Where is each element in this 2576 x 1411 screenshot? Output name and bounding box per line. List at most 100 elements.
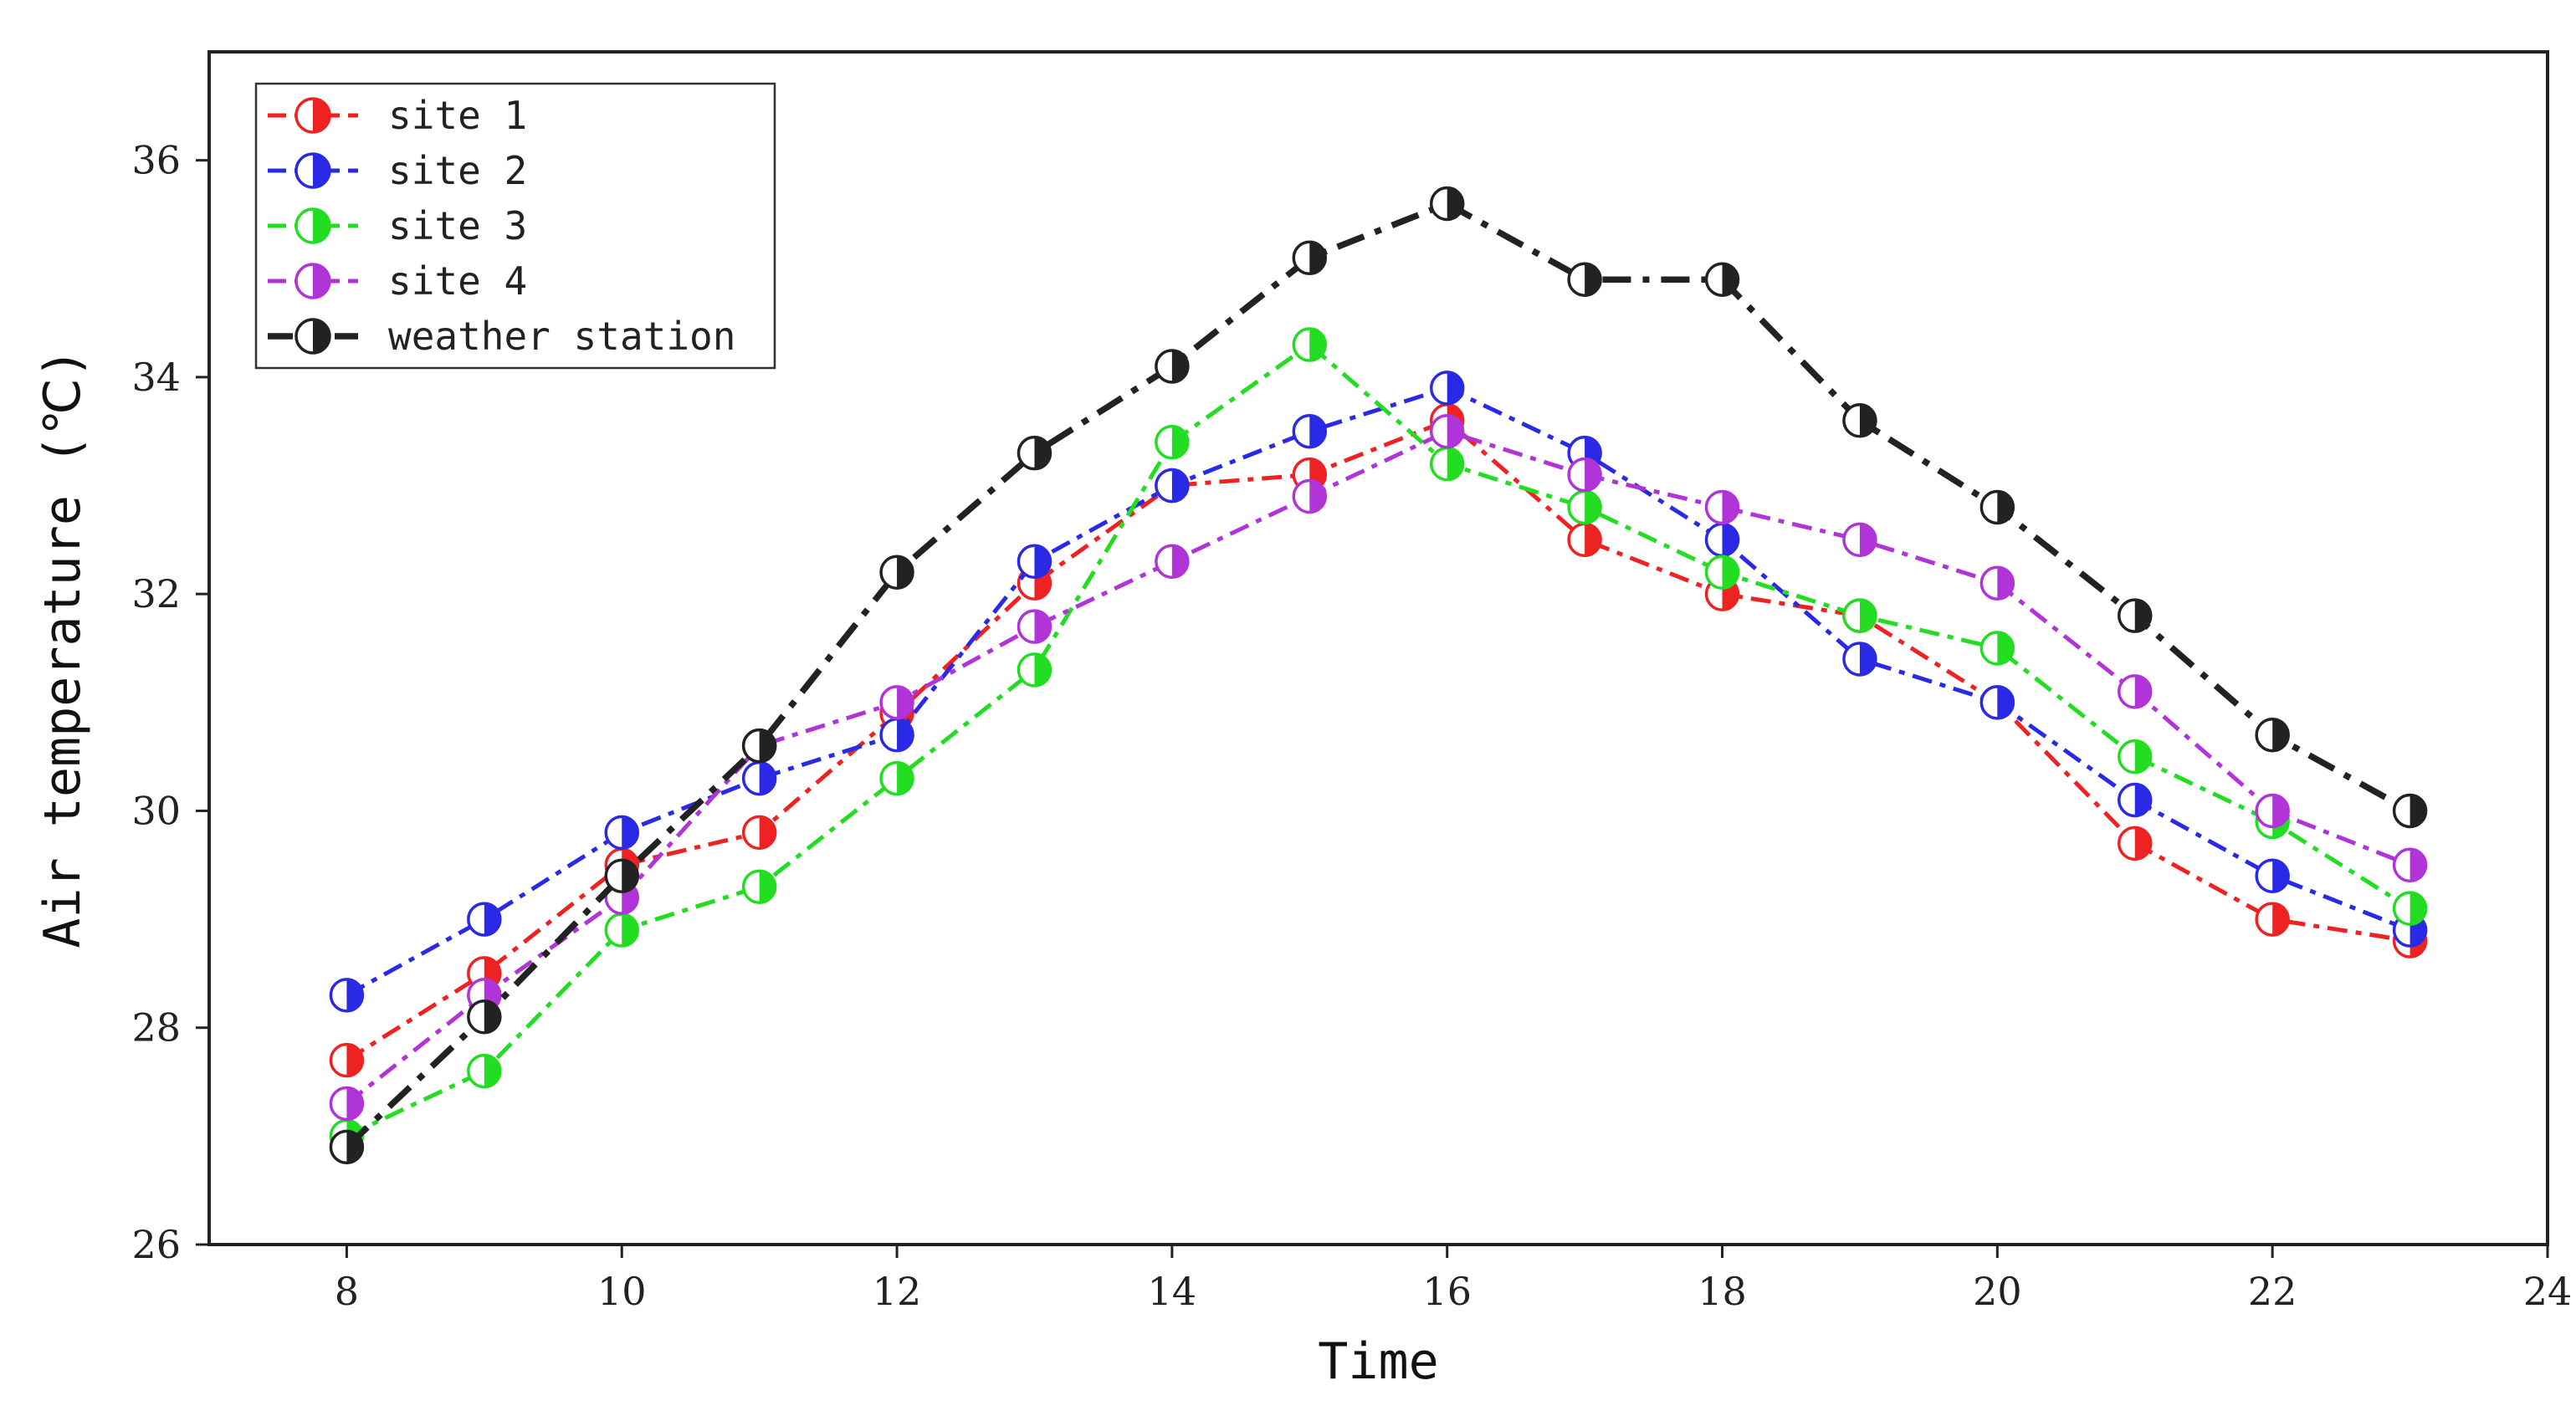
series-line-site-2 xyxy=(346,386,2411,997)
data-point-site-3 xyxy=(1979,631,2015,666)
data-point-weather-station xyxy=(1017,435,1052,471)
data-point-site-1 xyxy=(1567,522,1602,558)
data-point-site-4 xyxy=(1017,609,1052,644)
data-point-site-3 xyxy=(1567,489,1602,525)
data-point-weather-station xyxy=(1704,262,1740,297)
data-point-site-2 xyxy=(2255,858,2290,893)
data-point-site-3 xyxy=(1429,446,1465,482)
data-point-weather-station xyxy=(2118,598,2153,633)
data-point-weather-station xyxy=(1842,403,1877,438)
data-point-site-2 xyxy=(604,815,639,851)
legend-label: site 3 xyxy=(388,203,527,248)
data-point-site-2 xyxy=(1704,522,1740,558)
legend-item-site-1: site 1 xyxy=(268,93,527,138)
data-point-site-2 xyxy=(329,978,365,1013)
x-tick-label: 14 xyxy=(1148,1269,1197,1314)
data-point-site-3 xyxy=(741,869,777,904)
data-point-site-1 xyxy=(741,815,777,851)
series-weather-station xyxy=(329,186,2428,1165)
data-point-site-3 xyxy=(604,913,639,948)
legend-marker xyxy=(294,152,331,189)
series-line-weather-station xyxy=(344,200,2412,1150)
data-point-site-2 xyxy=(879,717,914,753)
legend-item-weather-station: weather station xyxy=(268,314,735,359)
data-point-site-2 xyxy=(1979,685,2015,720)
series-site-3 xyxy=(329,327,2428,1154)
data-point-weather-station xyxy=(741,728,777,764)
legend-label: site 1 xyxy=(388,93,527,138)
data-point-site-3 xyxy=(2118,739,2153,775)
legend-item-site-3: site 3 xyxy=(268,203,527,248)
legend-label: weather station xyxy=(388,314,735,359)
legend-marker xyxy=(294,97,331,134)
y-tick-label: 34 xyxy=(131,355,181,400)
series-layer xyxy=(329,186,2428,1165)
legend-label: site 4 xyxy=(388,258,527,304)
data-point-site-1 xyxy=(329,1042,365,1078)
data-point-site-4 xyxy=(1704,489,1740,525)
data-point-site-4 xyxy=(2255,793,2290,829)
axes-layer: 8 10 12 14 16 18 20 22 24 26 28 30 32 34 36 xyxy=(131,138,2572,1314)
data-point-site-4 xyxy=(1979,565,2015,601)
plot-frame xyxy=(207,50,2549,1246)
data-point-site-3 xyxy=(1704,555,1740,590)
y-tick-label: 30 xyxy=(131,788,181,833)
series-site-4 xyxy=(329,413,2428,1122)
data-point-weather-station xyxy=(1429,186,1465,222)
data-point-site-2 xyxy=(467,902,502,937)
series-line-site-1 xyxy=(346,418,2410,1062)
x-tick-label: 20 xyxy=(1973,1269,2022,1314)
data-point-site-4 xyxy=(879,685,914,720)
data-point-site-2 xyxy=(1429,371,1465,406)
data-point-site-3 xyxy=(2392,891,2428,926)
data-point-weather-station xyxy=(1567,262,1602,297)
legend-item-site-4: site 4 xyxy=(268,258,527,304)
data-point-site-2 xyxy=(1842,642,1877,677)
data-point-site-2 xyxy=(1292,413,1328,449)
data-point-site-2 xyxy=(2118,782,2153,818)
x-axis-title: Time xyxy=(1318,1332,1439,1391)
legend-label: site 2 xyxy=(388,148,527,193)
legend: site 1 site 2 site 3 site 4 weather station xyxy=(254,82,776,370)
data-point-site-4 xyxy=(1155,544,1190,580)
y-tick-label: 28 xyxy=(131,1005,181,1051)
data-point-site-3 xyxy=(467,1053,502,1089)
data-point-site-4 xyxy=(2392,847,2428,883)
data-point-site-4 xyxy=(329,1086,365,1122)
data-point-weather-station xyxy=(2392,793,2428,829)
data-point-weather-station xyxy=(1155,349,1190,384)
data-point-weather-station xyxy=(467,999,502,1035)
data-point-site-4 xyxy=(1842,522,1877,558)
data-point-weather-station xyxy=(879,555,914,590)
legend-box xyxy=(254,82,776,370)
y-tick-label: 32 xyxy=(131,571,181,616)
x-tick-label: 10 xyxy=(597,1269,647,1314)
legend-item-site-2: site 2 xyxy=(268,148,527,193)
legend-marker xyxy=(294,263,331,299)
x-tick-label: 8 xyxy=(335,1269,359,1314)
data-point-site-4 xyxy=(1567,457,1602,493)
data-point-site-3 xyxy=(1155,424,1190,460)
data-point-weather-station xyxy=(1292,240,1328,276)
data-point-site-1 xyxy=(2118,826,2153,861)
x-tick-label: 22 xyxy=(2248,1269,2297,1314)
data-point-weather-station xyxy=(604,858,639,893)
x-tick-label: 24 xyxy=(2523,1269,2573,1314)
data-point-site-4 xyxy=(1292,478,1328,514)
data-point-site-3 xyxy=(1842,598,1877,633)
data-point-site-3 xyxy=(1017,652,1052,688)
data-point-weather-station xyxy=(329,1129,365,1165)
y-tick-label: 26 xyxy=(131,1222,181,1267)
data-point-site-3 xyxy=(1292,327,1328,362)
x-tick-label: 12 xyxy=(873,1269,922,1314)
data-point-site-2 xyxy=(1017,544,1052,580)
data-point-site-3 xyxy=(879,760,914,796)
legend-items: site 1 site 2 site 3 site 4 weather station xyxy=(268,93,735,359)
data-point-site-2 xyxy=(1155,468,1190,504)
x-tick-label: 18 xyxy=(1698,1269,1747,1314)
data-point-weather-station xyxy=(1979,489,2015,525)
series-site-2 xyxy=(329,371,2428,1013)
series-line-site-4 xyxy=(345,429,2411,1106)
data-point-site-4 xyxy=(1429,413,1465,449)
y-tick-label: 36 xyxy=(131,138,181,183)
